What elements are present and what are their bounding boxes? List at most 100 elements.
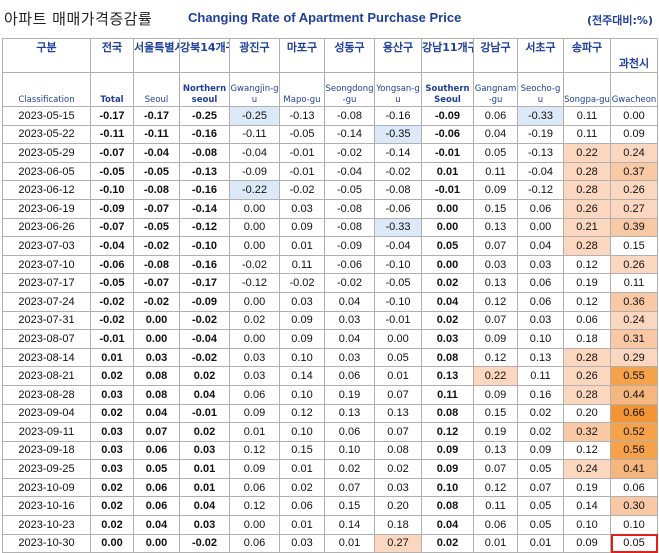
table-row: 2023-07-24 -0.02 -0.02 -0.09 0.00 0.03 0.04 -0.… [2,291,658,312]
cell-value: 0.06 [324,422,375,442]
cell-value: -0.01 [279,143,325,163]
cell-value: 0.28 [563,236,611,256]
cell-value: 0.15 [279,440,325,461]
cell-value: -0.12 [179,217,230,238]
cell-value: -0.09 [324,236,375,256]
cell-value: -0.22 [229,180,280,200]
cell-value: 0.19 [563,477,611,498]
cell-value: 0.14 [563,496,611,517]
cell-value: -0.13 [517,143,564,163]
cell-value: 0.06 [279,496,325,517]
col-header-en: Total [100,95,124,105]
header-row-korean: 구분 전국 서울특별시 강북14개구 광진구 마포구 성동구 용산구 강남11개… [2,38,658,73]
cell-value: 0.07 [473,236,518,256]
cell-value: 0.11 [517,366,564,386]
cell-value: -0.01 [374,310,422,331]
cell-value: -0.05 [133,217,180,238]
cell-value: 0.04 [473,124,518,145]
cell-value: 0.08 [421,403,474,424]
cell-value: -0.33 [517,106,564,126]
row-date: 2023-09-04 [2,403,91,424]
cell-value: 0.02 [421,273,474,293]
cell-value: 0.04 [133,403,180,424]
cell-value: 0.00 [229,217,280,238]
cell-value: 0.11 [610,273,658,293]
table-row: 2023-06-12 -0.10 -0.08 -0.16 -0.22 -0.02 -0.05… [2,180,658,200]
cell-value: 0.13 [473,217,518,238]
row-date: 2023-10-23 [2,515,91,535]
cell-value: -0.02 [279,273,325,293]
cell-value: 0.00 [133,329,180,349]
col-header-en: Seocho-gu [520,84,561,105]
cell-value: 0.00 [229,291,280,312]
cell-value: 0.12 [563,440,611,461]
table-row: 2023-05-29 -0.07 -0.04 -0.08 -0.04 -0.01 -0.02… [2,143,658,163]
cell-value: 0.11 [563,106,611,126]
cell-value: 0.11 [473,496,518,517]
cell-value: -0.07 [90,143,134,163]
col-header-kr: 구분 [2,38,91,73]
cell-value: 0.02 [517,422,564,442]
cell-value: 0.10 [563,515,611,535]
cell-value: -0.05 [133,161,180,182]
cell-value: 0.05 [517,459,564,479]
col-header-en: Gwacheon [611,95,657,105]
cell-value: 0.01 [90,347,134,368]
cell-value: 0.09 [279,217,325,238]
row-date: 2023-05-22 [2,124,91,145]
row-date: 2023-10-30 [2,533,91,553]
cell-value: 0.09 [229,459,280,479]
row-date: 2023-08-14 [2,347,91,368]
cell-value: 0.05 [517,515,564,535]
cell-value: 0.09 [563,533,611,553]
row-date: 2023-09-25 [2,459,91,479]
cell-value: 0.27 [610,198,658,219]
cell-value: 0.28 [563,161,611,182]
col-header-en: Gangnam-gu [474,84,517,105]
cell-value: -0.11 [90,124,134,145]
cell-value: 0.00 [421,198,474,219]
cell-value: 0.09 [473,180,518,200]
cell-value: 0.06 [517,291,564,312]
col-header-en: Songpa-gu [564,95,610,105]
price-change-table: 구분 전국 서울특별시 강북14개구 광진구 마포구 성동구 용산구 강남11개… [2,38,658,553]
cell-value: -0.25 [229,106,280,126]
cell-value: 0.32 [563,422,611,442]
cell-value: 0.13 [421,366,474,386]
cell-value: 0.03 [473,254,518,275]
cell-value: -0.04 [229,143,280,163]
cell-value: 0.13 [374,403,422,424]
cell-value: 0.37 [610,161,658,182]
cell-value: -0.17 [90,106,134,126]
table-row: 2023-05-15 -0.17 -0.17 -0.25 -0.25 -0.13 -0.08… [2,106,658,126]
col-header-kr: 성동구 [324,38,375,73]
row-date: 2023-10-16 [2,496,91,517]
cell-value: 0.12 [563,291,611,312]
cell-value: 0.22 [473,366,518,386]
cell-value: -0.14 [179,198,230,219]
cell-value: 0.10 [324,440,375,461]
cell-value: 0.07 [473,459,518,479]
col-header-kr: 서초구 [517,38,564,73]
cell-value: 0.11 [563,124,611,145]
cell-value: -0.02 [324,273,375,293]
cell-value: 0.03 [279,533,325,553]
cell-value: 0.02 [374,459,422,479]
cell-value: -0.10 [179,236,230,256]
cell-value: 0.07 [517,477,564,498]
cell-value: -0.01 [179,403,230,424]
cell-value: -0.02 [229,254,280,275]
table-row: 2023-09-04 0.02 0.04 -0.01 0.09 0.12 0.13 0.13 0… [2,403,658,424]
cell-value: -0.07 [133,273,180,293]
cell-value: -0.02 [179,533,230,553]
cell-value: 0.16 [517,384,564,405]
cell-value: 0.21 [563,217,611,238]
cell-value: 0.20 [563,403,611,424]
table-row: 2023-07-10 -0.06 -0.08 -0.16 -0.02 0.11 -0.06-… [2,254,658,275]
cell-value: 0.06 [473,106,518,126]
cell-value: -0.07 [133,198,180,219]
cell-value: 0.05 [133,459,180,479]
cell-value: 0.05 [374,347,422,368]
cell-value: -0.04 [517,161,564,182]
cell-value: -0.02 [179,347,230,368]
